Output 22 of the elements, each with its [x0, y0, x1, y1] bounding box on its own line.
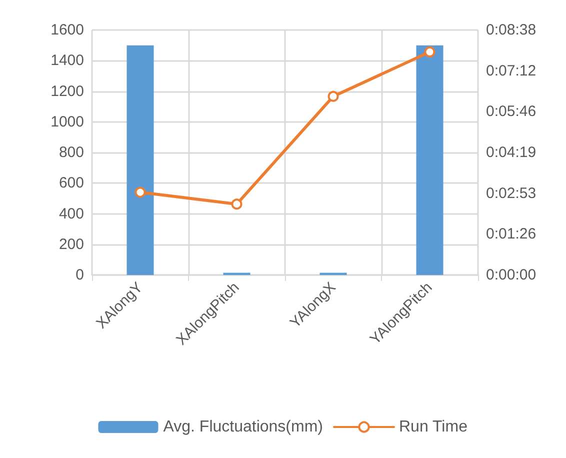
y2-tick-label: 0:05:46: [486, 103, 536, 120]
y2-tick-label: 0:07:12: [486, 62, 536, 80]
point: [231, 198, 242, 210]
y-tick-label: 1400: [50, 52, 84, 70]
y2-tick-label: 0:04:19: [486, 144, 536, 161]
y-tick-label: 1200: [50, 82, 84, 100]
legend-label: Avg. Fluctuations(mm): [163, 418, 323, 436]
y2-tick-label: 0:02:53: [486, 184, 536, 202]
y-tick-label: 0: [76, 266, 84, 284]
y2-tick-label: 0:00:00: [486, 266, 536, 284]
y-tick-label: 1600: [50, 22, 84, 38]
y-tick-label: 600: [58, 174, 84, 192]
legend-label: Run Time: [398, 418, 468, 436]
point: [134, 186, 146, 198]
y2-tick-label: 0:01:26: [486, 226, 536, 243]
y2-tick-label: 0:08:38: [486, 22, 536, 38]
y-tick-label: 200: [58, 236, 84, 253]
y-tick-label: 400: [58, 205, 84, 222]
point: [328, 90, 339, 102]
y-tick-label: 800: [58, 144, 84, 161]
point: [424, 46, 436, 58]
y-tick-label: 1000: [50, 113, 84, 130]
